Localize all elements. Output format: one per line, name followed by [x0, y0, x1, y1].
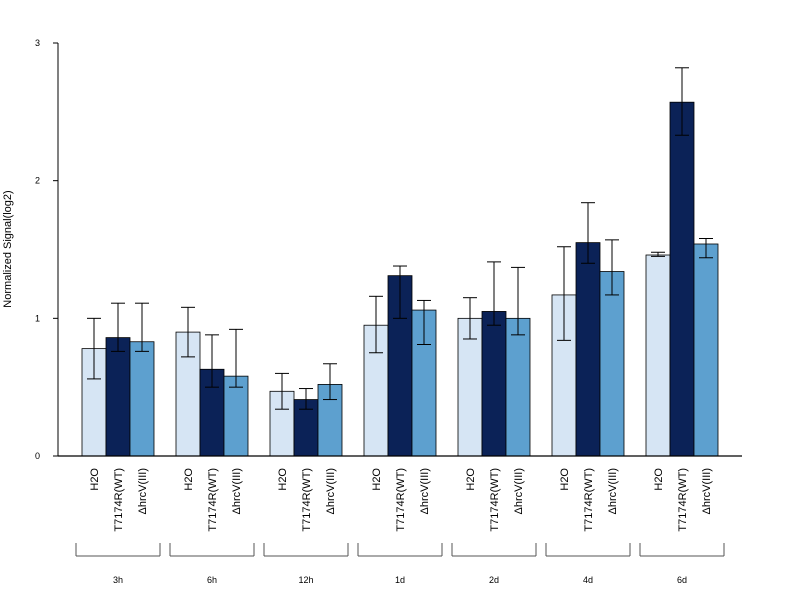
error-bar-6h-h2o	[181, 306, 195, 358]
category-label: H2O	[277, 468, 289, 491]
error-bar-2d-hrcv-iii	[511, 266, 525, 336]
error-bar-3h-t7174r-wt	[111, 302, 125, 352]
bar-4d-hrcv-iii	[599, 271, 625, 457]
error-bar-6d-hrcv-iii	[699, 237, 713, 259]
group-brackets-layer	[75, 543, 725, 557]
category-label: H2O	[559, 468, 571, 491]
category-label: H2O	[183, 468, 195, 491]
group-bracket-1d	[357, 543, 443, 557]
group-bracket-4d	[545, 543, 631, 557]
bars-layer	[81, 101, 719, 457]
group-label-3h: 3h	[113, 575, 123, 585]
group-bracket-2d	[451, 543, 537, 557]
group-label-1d: 1d	[395, 575, 405, 585]
error-bar-1d-t7174r-wt	[393, 265, 407, 319]
error-bar-4d-t7174r-wt	[581, 202, 595, 264]
category-labels-layer: H2O T7174R(WT) ΔhrcV(III) H2O T7174R(WT) Δhrc…	[89, 468, 713, 532]
error-bar-6h-t7174r-wt	[205, 334, 219, 388]
error-bar-2d-t7174r-wt	[487, 261, 501, 326]
error-bars-layer	[87, 67, 713, 410]
error-bar-3h-h2o	[87, 317, 101, 380]
bar-6d-hrcv-iii	[693, 243, 719, 457]
y-axis: 0 1 2 3	[35, 38, 59, 461]
category-label: T7174R(WT)	[677, 468, 689, 532]
bar-2d-hrcv-iii	[505, 317, 531, 457]
category-label: T7174R(WT)	[301, 468, 313, 532]
category-label: T7174R(WT)	[207, 468, 219, 532]
group-bracket-12h	[263, 543, 349, 557]
group-label-12h: 12h	[298, 575, 313, 585]
category-label: H2O	[465, 468, 477, 491]
group-bracket-6d	[639, 543, 725, 557]
bar-3h-hrcv-iii	[129, 341, 155, 457]
error-bar-12h-t7174r-wt	[299, 388, 313, 410]
category-label: T7174R(WT)	[489, 468, 501, 532]
category-label: ΔhrcV(III)	[231, 468, 243, 514]
category-label: H2O	[371, 468, 383, 491]
group-label-6d: 6d	[677, 575, 687, 585]
error-bar-1d-h2o	[369, 295, 383, 354]
y-tick-label: 3	[35, 38, 40, 48]
bar-2d-h2o	[457, 317, 483, 457]
bar-4d-t7174r-wt	[575, 242, 601, 457]
bar-2d-t7174r-wt	[481, 311, 507, 457]
error-bar-2d-h2o	[463, 297, 477, 340]
group-label-4d: 4d	[583, 575, 593, 585]
category-label: ΔhrcV(III)	[137, 468, 149, 514]
group-bracket-6h	[169, 543, 255, 557]
category-label: T7174R(WT)	[395, 468, 407, 532]
category-label: ΔhrcV(III)	[419, 468, 431, 514]
error-bar-6d-h2o	[651, 251, 665, 257]
bar-6d-h2o	[645, 254, 671, 457]
error-bar-4d-hrcv-iii	[605, 239, 619, 296]
bar-6d-t7174r-wt	[669, 101, 695, 457]
y-axis-label: Normalized Signal(log2)	[2, 190, 14, 307]
error-bar-6h-hrcv-iii	[229, 328, 243, 388]
group-labels-layer: 3h 6h 12h 1d 2d 4d 6d	[113, 575, 687, 585]
category-label: ΔhrcV(III)	[701, 468, 713, 514]
category-label: H2O	[89, 468, 101, 491]
group-label-2d: 2d	[489, 575, 499, 585]
error-bar-1d-hrcv-iii	[417, 299, 431, 345]
bar-6h-hrcv-iii	[223, 375, 249, 457]
category-label: T7174R(WT)	[113, 468, 125, 532]
category-label: H2O	[653, 468, 665, 491]
category-label: ΔhrcV(III)	[607, 468, 619, 514]
y-tick-label: 0	[35, 451, 40, 461]
y-tick-label: 2	[35, 176, 40, 186]
error-bar-3h-hrcv-iii	[135, 302, 149, 352]
error-bar-6d-t7174r-wt	[675, 67, 689, 136]
category-label: ΔhrcV(III)	[513, 468, 525, 514]
y-tick-label: 1	[35, 313, 40, 323]
error-bar-4d-h2o	[557, 246, 571, 341]
group-label-6h: 6h	[207, 575, 217, 585]
category-label: T7174R(WT)	[583, 468, 595, 532]
bar-3h-t7174r-wt	[105, 337, 131, 457]
error-bar-12h-hrcv-iii	[323, 363, 337, 401]
category-label: ΔhrcV(III)	[325, 468, 337, 514]
group-bracket-3h	[75, 543, 161, 557]
error-bar-12h-h2o	[275, 372, 289, 410]
